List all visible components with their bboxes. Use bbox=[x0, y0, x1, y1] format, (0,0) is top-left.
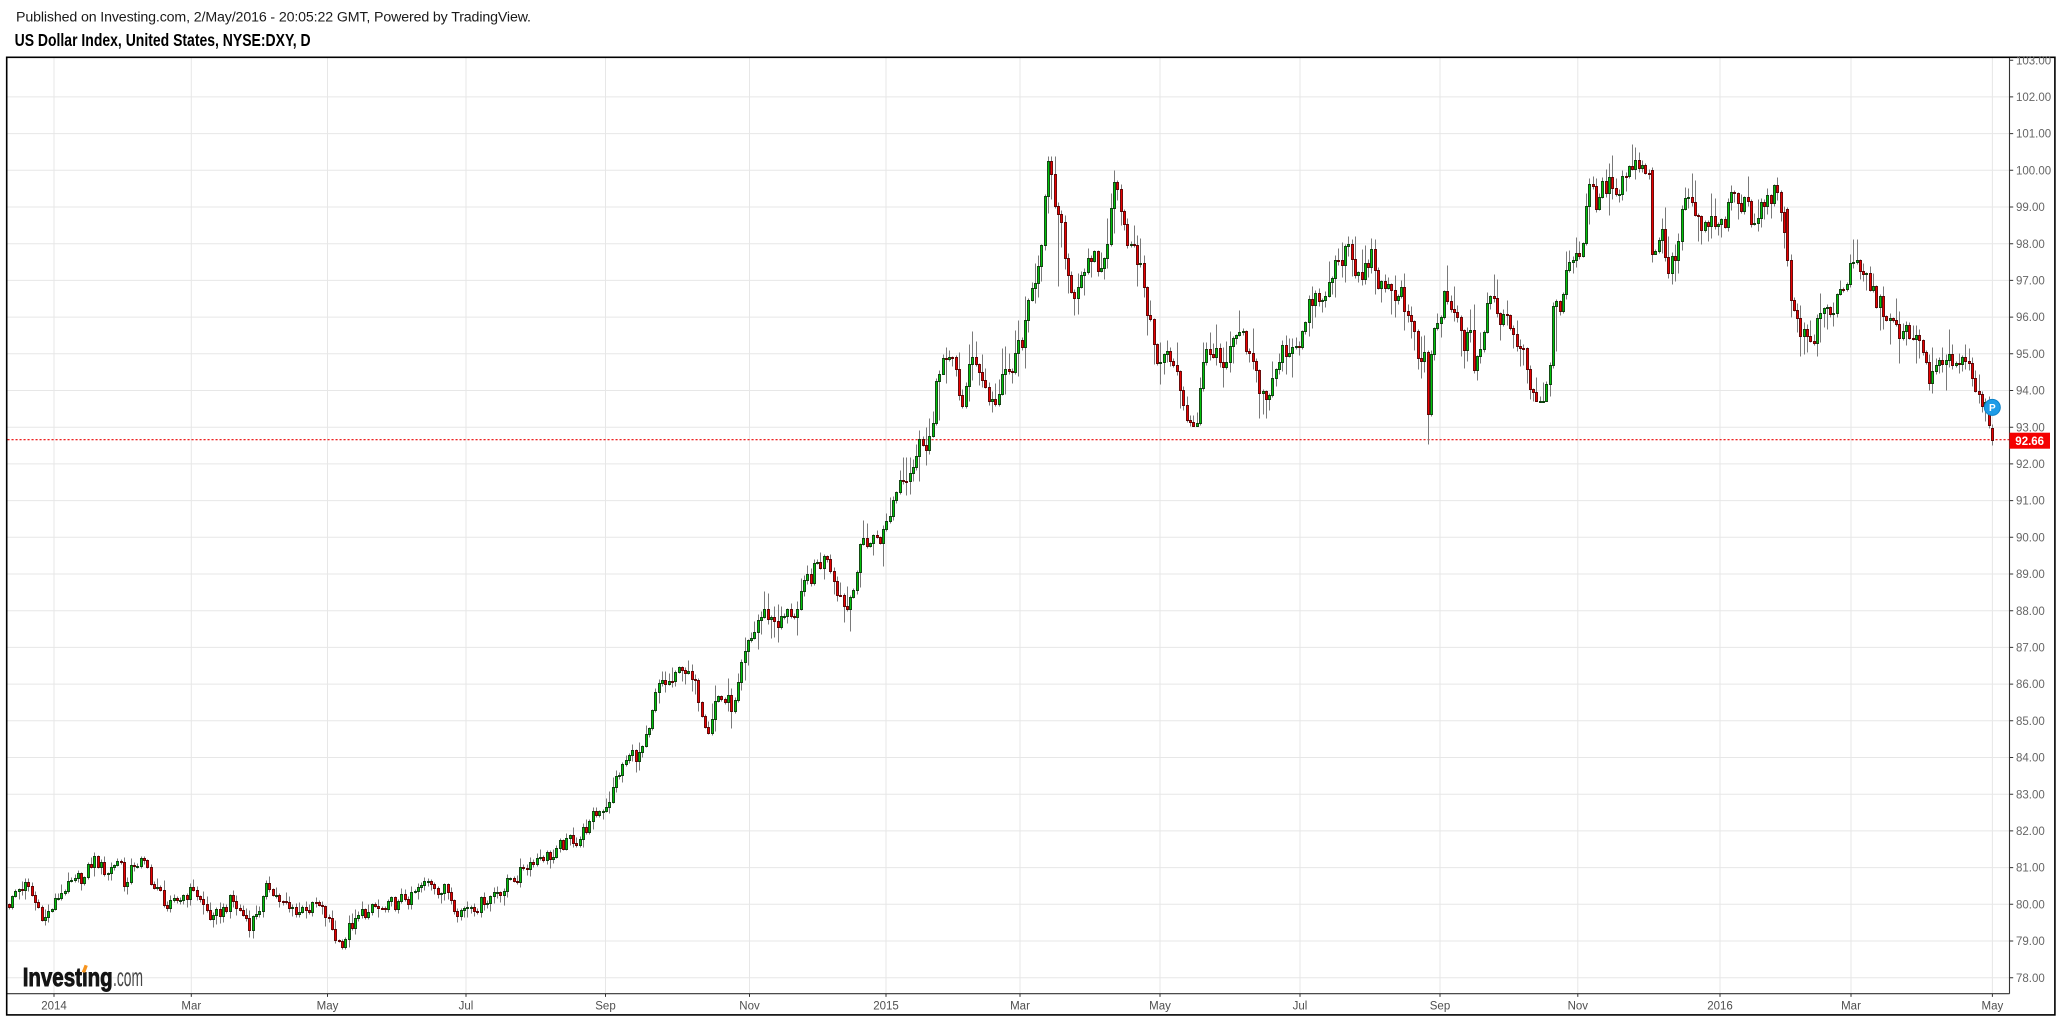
svg-text:92.00: 92.00 bbox=[2016, 459, 2045, 471]
svg-text:92.66: 92.66 bbox=[2015, 436, 2044, 448]
svg-text:100.00: 100.00 bbox=[2016, 165, 2051, 177]
svg-text:98.00: 98.00 bbox=[2016, 239, 2045, 251]
svg-text:97.00: 97.00 bbox=[2016, 276, 2045, 288]
svg-text:Jul: Jul bbox=[1293, 1001, 1308, 1013]
svg-text:Sep: Sep bbox=[1430, 1001, 1450, 1013]
svg-text:Jul: Jul bbox=[459, 1001, 474, 1013]
svg-text:91.00: 91.00 bbox=[2016, 496, 2045, 508]
svg-text:2015: 2015 bbox=[873, 1001, 899, 1013]
svg-text:May: May bbox=[1982, 1001, 2004, 1013]
svg-text:101.00: 101.00 bbox=[2016, 129, 2051, 141]
svg-text:84.00: 84.00 bbox=[2016, 753, 2045, 765]
svg-text:99.00: 99.00 bbox=[2016, 202, 2045, 214]
svg-text:103.00: 103.00 bbox=[2016, 55, 2051, 67]
svg-text:78.00: 78.00 bbox=[2016, 973, 2045, 985]
svg-text:Investıng: Investıng bbox=[23, 962, 113, 992]
svg-text:90.00: 90.00 bbox=[2016, 532, 2045, 544]
svg-text:Nov: Nov bbox=[1568, 1001, 1589, 1013]
svg-text:89.00: 89.00 bbox=[2016, 569, 2045, 581]
svg-text:Nov: Nov bbox=[739, 1001, 760, 1013]
svg-text:79.00: 79.00 bbox=[2016, 936, 2045, 948]
svg-text:95.00: 95.00 bbox=[2016, 349, 2045, 361]
svg-text:2016: 2016 bbox=[1707, 1001, 1733, 1013]
svg-text:Published on Investing.com, 2/: Published on Investing.com, 2/May/2016 -… bbox=[16, 10, 531, 26]
svg-text:80.00: 80.00 bbox=[2016, 899, 2045, 911]
svg-text:102.00: 102.00 bbox=[2016, 92, 2051, 104]
svg-text:Mar: Mar bbox=[181, 1001, 201, 1013]
svg-text:82.00: 82.00 bbox=[2016, 826, 2045, 838]
svg-text:Sep: Sep bbox=[595, 1001, 615, 1013]
svg-text:85.00: 85.00 bbox=[2016, 716, 2045, 728]
svg-text:96.00: 96.00 bbox=[2016, 312, 2045, 324]
svg-text:Mar: Mar bbox=[1010, 1001, 1030, 1013]
svg-text:86.00: 86.00 bbox=[2016, 679, 2045, 691]
svg-text:P: P bbox=[1989, 403, 1996, 414]
svg-text:94.00: 94.00 bbox=[2016, 386, 2045, 398]
svg-text:May: May bbox=[1149, 1001, 1171, 1013]
svg-text:81.00: 81.00 bbox=[2016, 863, 2045, 875]
svg-text:87.00: 87.00 bbox=[2016, 643, 2045, 655]
svg-text:83.00: 83.00 bbox=[2016, 789, 2045, 801]
svg-text:93.00: 93.00 bbox=[2016, 422, 2045, 434]
svg-text:US Dollar Index, United States: US Dollar Index, United States, NYSE:DXY… bbox=[15, 30, 311, 50]
svg-text:2014: 2014 bbox=[41, 1001, 67, 1013]
svg-text:88.00: 88.00 bbox=[2016, 606, 2045, 618]
svg-text:.com: .com bbox=[113, 962, 143, 992]
svg-text:Mar: Mar bbox=[1841, 1001, 1861, 1013]
svg-text:May: May bbox=[317, 1001, 339, 1013]
